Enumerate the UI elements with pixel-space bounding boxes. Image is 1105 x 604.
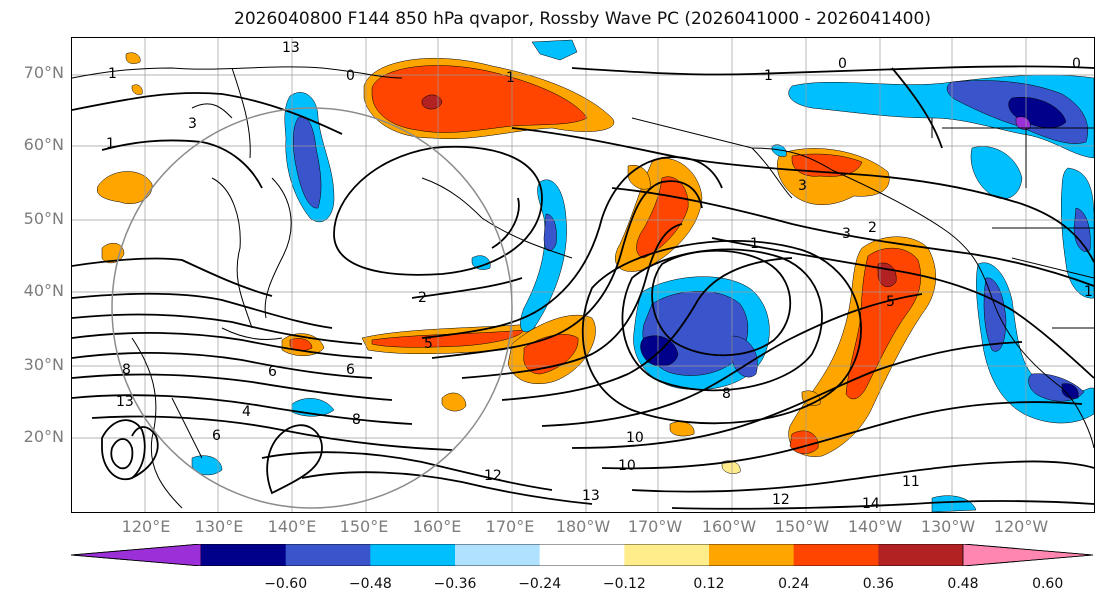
colorbar-tick-label: 0.36 xyxy=(862,576,894,592)
contour-label: 3 xyxy=(188,116,197,132)
contour-label: 8 xyxy=(122,362,131,378)
contour-label: 10 xyxy=(618,458,636,474)
colorbar-tick-label: 0.24 xyxy=(778,576,810,592)
colorbar-over-triangle xyxy=(962,543,1094,567)
colorbar-segment xyxy=(455,544,541,566)
lon-label: 170°W xyxy=(627,517,683,536)
contour-label: 6 xyxy=(268,364,277,380)
lon-label: 180°W xyxy=(555,517,611,536)
contour-label: 1 xyxy=(764,68,773,84)
contour-label: 3 xyxy=(798,178,807,194)
coastlines xyxy=(72,66,1094,509)
contour-label: 4 xyxy=(242,404,251,420)
contour-label: 0 xyxy=(346,68,355,84)
colorbar-segment xyxy=(878,544,964,566)
lon-label: 120°E xyxy=(121,517,171,536)
colorbar-segment xyxy=(285,544,371,566)
colorbar-tick-label: −0.60 xyxy=(264,576,308,592)
colorbar-tick-label: 0.48 xyxy=(947,576,979,592)
colorbar-under-triangle xyxy=(70,543,202,567)
contour-label: 8 xyxy=(722,386,731,402)
contour-label: 0 xyxy=(838,56,847,72)
colorbar-segment xyxy=(539,544,625,566)
colorbar xyxy=(70,543,1094,570)
contour-label: 13 xyxy=(582,488,600,504)
contour-label: 5 xyxy=(886,294,895,310)
lon-label: 130°E xyxy=(194,517,244,536)
lon-label: 120°W xyxy=(993,517,1049,536)
map-area: 13 0 1 1 3 0 0 1 1 1 2 3 5 1 3 2 5 4 6 6 8 8 10 13 6 8 12 10 13 12 14 1… xyxy=(71,37,1095,513)
contour-label: 12 xyxy=(484,468,502,484)
colorbar-tick-label: −0.12 xyxy=(602,576,646,592)
contour-label: 5 xyxy=(424,336,433,352)
contour-label: 10 xyxy=(626,430,644,446)
colorbar-segment xyxy=(370,544,456,566)
lat-label: 70°N xyxy=(23,63,64,82)
gridlines xyxy=(72,38,1094,512)
lon-label: 170°E xyxy=(485,517,535,536)
colorbar-segment xyxy=(624,544,710,566)
map-title: 2026040800 F144 850 hPa qvapor, Rossby W… xyxy=(234,9,931,29)
lon-label: 140°E xyxy=(267,517,317,536)
lon-label: 150°E xyxy=(339,517,389,536)
shaded-anomalies xyxy=(96,39,1094,512)
contour-label: 1 xyxy=(506,70,515,86)
lon-label: 150°W xyxy=(774,517,830,536)
lon-label: 160°W xyxy=(701,517,757,536)
contour-label: 12 xyxy=(772,492,790,508)
contour-label: 3 xyxy=(842,226,851,242)
contour-label: 1 xyxy=(106,136,115,152)
contour-label: 11 xyxy=(902,474,920,490)
lat-label: 20°N xyxy=(23,427,64,446)
contour-label: 1 xyxy=(1084,284,1093,300)
colorbar-tick-label: −0.24 xyxy=(518,576,562,592)
contour-label: 13 xyxy=(282,40,300,56)
contour-label: 2 xyxy=(868,220,877,236)
colorbar-tick-label: −0.48 xyxy=(348,576,392,592)
contour-label: 0 xyxy=(1072,56,1081,72)
lat-label: 40°N xyxy=(23,281,64,300)
contour-label: 6 xyxy=(212,428,221,444)
colorbar-segment xyxy=(201,544,287,566)
lon-label: 160°E xyxy=(412,517,462,536)
lon-label: 130°W xyxy=(920,517,976,536)
lat-label: 30°N xyxy=(23,355,64,374)
lat-label: 50°N xyxy=(23,209,64,228)
contour-label: 1 xyxy=(750,236,759,252)
contour-label: 2 xyxy=(418,290,427,306)
contour-label: 14 xyxy=(862,496,880,512)
colorbar-tick-label: 0.60 xyxy=(1032,576,1064,592)
lon-label: 140°W xyxy=(847,517,903,536)
contour-label: 1 xyxy=(108,66,117,82)
colorbar-segment xyxy=(793,544,879,566)
colorbar-tick-label: 0.12 xyxy=(693,576,725,592)
reference-circle xyxy=(111,107,513,509)
colorbar-segment xyxy=(709,544,795,566)
contour-label: 13 xyxy=(116,394,134,410)
contour-label: 6 xyxy=(346,362,355,378)
contour-label: 8 xyxy=(352,412,361,428)
colorbar-tick-label: −0.36 xyxy=(433,576,477,592)
pc-contours xyxy=(72,65,1094,510)
lat-label: 60°N xyxy=(23,135,64,154)
